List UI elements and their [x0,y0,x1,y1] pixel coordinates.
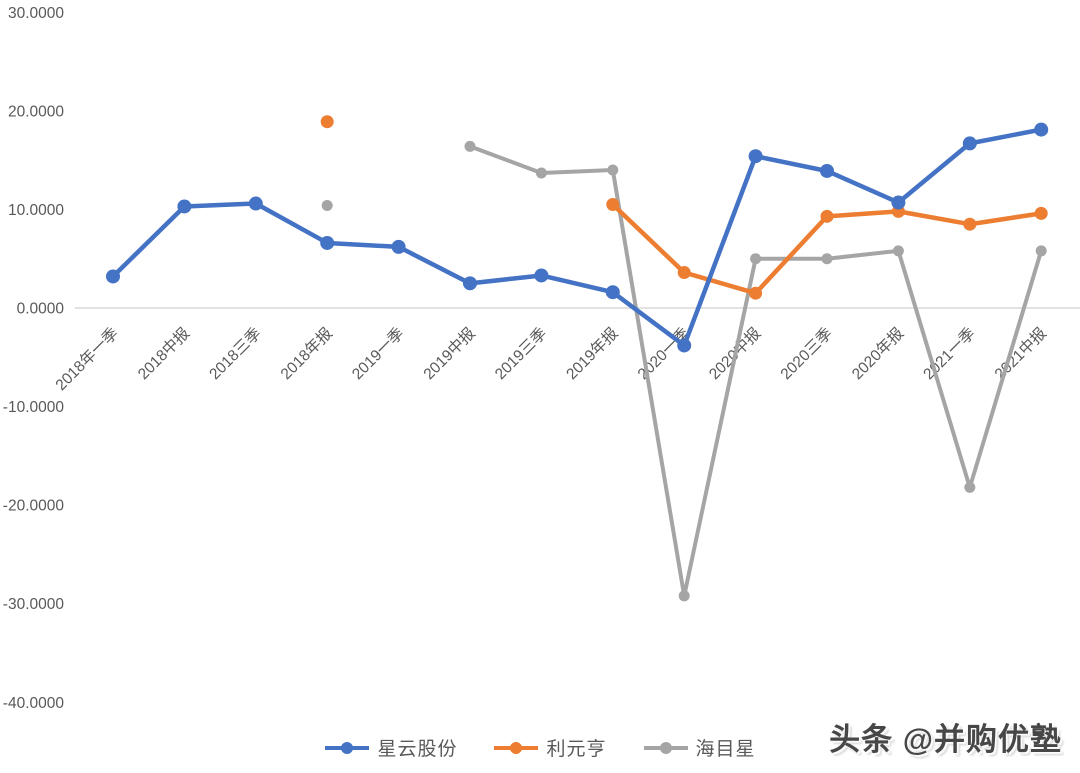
series-point-0 [534,268,549,283]
y-tick-label: -40.0000 [3,695,65,712]
y-tick-label: 20.0000 [8,103,64,120]
x-tick-label: 2018年一季 [52,324,122,394]
series-point-0 [891,195,906,210]
series-point-2 [964,481,976,493]
x-tick-label: 2021中报 [991,324,1050,383]
series-point-0 [177,199,192,214]
series-point-0 [820,163,834,178]
series-point-1 [677,266,691,280]
series-point-0 [391,239,406,254]
legend-item-xingyun-gufen: 星云股份 [324,734,457,761]
x-tick-label: 2020三季 [777,324,836,383]
y-tick-label: 10.0000 [8,202,64,219]
series-point-1 [320,115,334,129]
series-point-2 [892,245,904,257]
y-tick-label: -20.0000 [3,498,65,515]
y-tick-label: 0.0000 [17,301,65,318]
series-point-2 [321,199,333,211]
x-tick-label: 2018三季 [206,324,265,383]
series-point-0 [1034,122,1049,137]
series-point-2 [1035,245,1047,257]
legend-item-liyuanheng: 利元亨 [493,734,606,761]
legend-marker-icon [325,741,370,754]
series-point-0 [677,338,692,353]
series-point-0 [248,196,263,211]
series-point-0 [106,269,120,284]
x-tick-label: 2019一季 [348,324,407,383]
series-point-0 [320,235,335,250]
legend-label: 利元亨 [546,739,607,760]
series-line-0 [110,127,1044,348]
series-line-2 [468,144,1044,598]
y-tick-label: -10.0000 [3,399,65,416]
series-point-0 [748,149,763,164]
series-point-2 [821,253,833,265]
legend-marker-icon [643,741,688,754]
x-tick-label: 2019中报 [420,324,479,383]
y-tick-label: -30.0000 [3,596,65,613]
legend-marker-icon [494,741,539,754]
series-point-2 [678,590,690,602]
series-point-1 [749,286,763,300]
legend-label: 海目星 [695,739,756,760]
chart-legend: 星云股份 利元亨 海目星 [0,734,1080,761]
series-point-2 [464,140,476,152]
x-tick-label: 2019三季 [491,324,550,383]
series-point-1 [963,217,977,231]
series-point-1 [606,198,620,212]
x-tick-label: 2019年报 [563,324,622,383]
legend-item-haimuxing: 海目星 [643,734,756,761]
series-point-2 [750,253,762,265]
series-point-2 [535,167,547,179]
x-tick-label: 2018中报 [134,324,193,383]
watermark: 头条 @并购优塾 [829,722,1062,757]
series-point-0 [962,136,977,151]
x-tick-label: 2018年报 [277,324,336,383]
x-tick-label: 2020年报 [848,324,907,383]
series-point-1 [1034,206,1048,220]
y-tick-label: 30.0000 [8,5,64,22]
series-point-2 [607,164,619,176]
series-point-0 [463,276,477,291]
series-point-0 [605,285,620,300]
series-point-1 [820,209,834,223]
legend-label: 星云股份 [377,739,458,760]
